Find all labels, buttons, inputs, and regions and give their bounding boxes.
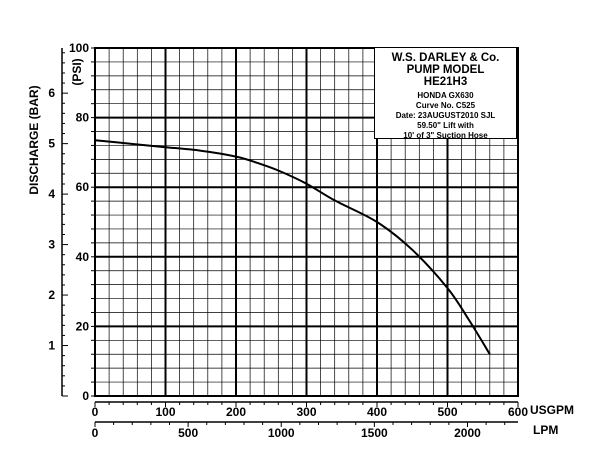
usgpm-tick-label: 100 — [155, 405, 175, 419]
usgpm-tick-label: 500 — [437, 405, 457, 419]
pump-model-heading: PUMP MODEL — [406, 64, 485, 76]
lpm-tick-label: 1000 — [268, 426, 295, 440]
usgpm-tick-label: 600 — [508, 405, 528, 419]
tick-labels: 0 100 200 300 400 500 600 0 500 1000 1500 2000 0 20 40… — [48, 41, 528, 440]
date-text: Date: 23AUGUST2010 SJL — [395, 111, 496, 120]
y-left-axis-title: DISCHARGE (BAR) — [27, 85, 41, 194]
pump-model-number: HE21H3 — [423, 76, 468, 88]
usgpm-tick-label: 400 — [367, 405, 387, 419]
lpm-tick-label: 1500 — [361, 426, 388, 440]
axes — [61, 47, 519, 427]
bar-tick-label: 4 — [48, 187, 55, 201]
usgpm-tick-label: 300 — [296, 405, 316, 419]
company-name: W.S. DARLEY & Co. — [391, 52, 500, 64]
psi-tick-label: 100 — [69, 41, 89, 55]
x-top-unit-label: USGPM — [530, 403, 574, 417]
pump-info-box: W.S. DARLEY & Co. PUMP MODEL HE21H3 HOND… — [374, 47, 517, 140]
curve-number-text: Curve No. C525 — [415, 101, 476, 110]
lpm-tick-label: 500 — [178, 426, 198, 440]
psi-tick-label: 60 — [76, 180, 90, 194]
lpm-tick-label: 2000 — [454, 426, 481, 440]
psi-tick-label: 0 — [82, 389, 89, 403]
bar-tick-label: 3 — [48, 238, 55, 252]
bar-tick-label: 5 — [48, 137, 55, 151]
suction-hose-text: 10' of 3" Suction Hose — [403, 131, 488, 140]
psi-tick-label: 80 — [76, 111, 90, 125]
engine-text: HONDA GX630 — [417, 91, 474, 100]
y-right-axis-title: (PSI) — [70, 58, 84, 85]
psi-tick-label: 40 — [76, 250, 90, 264]
lift-text: 59.50" Lift with — [417, 121, 474, 130]
usgpm-tick-label: 200 — [226, 405, 246, 419]
x-bottom-unit-label: LPM — [533, 423, 558, 437]
bar-tick-label: 2 — [48, 288, 55, 302]
pump-performance-curve — [94, 139, 491, 355]
plot-frame — [94, 47, 519, 397]
lpm-tick-label: 0 — [92, 426, 99, 440]
bar-tick-label: 6 — [48, 86, 55, 100]
bar-tick-label: 1 — [48, 339, 55, 353]
psi-tick-label: 20 — [76, 319, 90, 333]
usgpm-tick-label: 0 — [92, 405, 99, 419]
